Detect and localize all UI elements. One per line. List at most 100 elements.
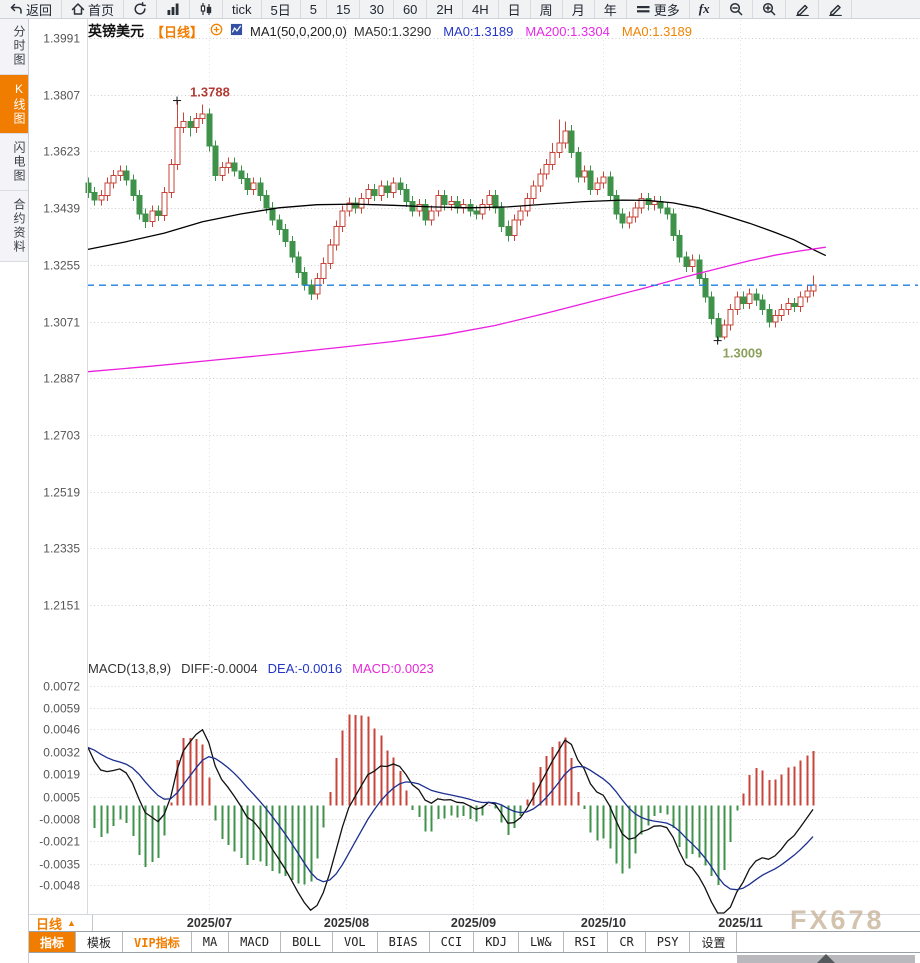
toolbar-button-interval-1mo[interactable]: 月 [563, 0, 595, 18]
toolbar-button-label: 15 [336, 1, 351, 17]
period-selector[interactable]: 日线 ▲ [29, 915, 93, 932]
tab-bias[interactable]: BIAS [377, 932, 430, 952]
candle-body [378, 185, 385, 196]
toolbar-button-chart-style-candles[interactable] [190, 0, 224, 18]
candle-body [123, 170, 130, 181]
main-y-tick: 1.3439 [43, 202, 80, 216]
zoom-out-icon [729, 2, 743, 16]
x-axis-label: 2025/08 [324, 916, 369, 930]
main-y-tick: 1.3623 [43, 145, 80, 159]
ma-values: MA50:1.3290 MA0:1.3189 MA200:1.3304 MA0:1.3… [354, 24, 692, 39]
toolbar-button-back[interactable]: 返回 [0, 0, 63, 18]
macd-diff-line [87, 728, 814, 914]
toolbar-button-fx-functions[interactable]: fx [690, 0, 720, 18]
candle-body [753, 293, 760, 301]
sidebar-item-kline-chart[interactable]: K线图 [0, 75, 28, 134]
toolbar-button-label: 5日 [270, 2, 291, 18]
toolbar-button-zoom-in[interactable] [753, 0, 786, 18]
ma-value: MA0:1.3189 [443, 23, 514, 39]
candle-body [384, 185, 391, 193]
indicator-tabbar: 指标 模板 VIP指标 MA MACD BOLL VOL BIAS CCI KDJ LW& RSI CR… [29, 931, 920, 953]
top-toolbar: 返回 首页 tick 5日 5 15 30 60 2H 4H 日 周 月 年 更多 fx [0, 0, 920, 19]
toolbar-button-zoom-out[interactable] [720, 0, 753, 18]
candle-body [632, 207, 639, 218]
tab-vol[interactable]: VOL [332, 932, 378, 952]
tab-indicator[interactable]: 指标 [29, 932, 77, 952]
tab-psy[interactable]: PSY [645, 932, 691, 952]
candle-body [575, 151, 582, 178]
tab-vip-indicator[interactable]: VIP指标 [123, 932, 192, 952]
tab-ma[interactable]: MA [191, 932, 230, 952]
candle-body [225, 162, 232, 169]
candle-body [568, 130, 575, 153]
add-circle-icon[interactable] [210, 23, 223, 39]
candle-body [422, 204, 429, 221]
candle-body [428, 210, 435, 221]
x-axis-label: 2025/09 [451, 916, 496, 930]
toolbar-button-interval-15m[interactable]: 15 [327, 0, 361, 18]
tab-boll[interactable]: BOLL [281, 932, 333, 952]
candle-body [390, 182, 397, 193]
macd-y-tick: 0.0072 [43, 680, 80, 694]
sidebar-item-contract-info[interactable]: 合约资料 [0, 191, 28, 262]
toolbar-button-refresh[interactable] [124, 0, 158, 18]
axis-separator [28, 914, 920, 915]
candle-body [238, 170, 245, 180]
toolbar-button-interval-1w[interactable]: 周 [531, 0, 563, 18]
sidebar-item-lightning-chart[interactable]: 闪电图 [0, 134, 28, 191]
toolbar-button-interval-1y[interactable]: 年 [595, 0, 627, 18]
tab-macd[interactable]: MACD [229, 932, 282, 952]
toolbar-button-interval-1d[interactable]: 日 [499, 0, 531, 18]
ma-value: MA50:1.3290 [353, 23, 432, 39]
sidebar-item-timeshare-chart[interactable]: 分时图 [0, 18, 28, 75]
candle-body [352, 202, 359, 209]
candle-body [505, 225, 512, 237]
toolbar-button-label: tick [232, 1, 252, 17]
tab-lwr[interactable]: LW& [518, 932, 564, 952]
candle-body [91, 191, 98, 201]
candle-body [117, 170, 124, 176]
candle-body [727, 308, 734, 326]
macd-y-tick: -0.0021 [39, 835, 80, 849]
candle-body [600, 176, 607, 184]
toolbar-button-interval-5d[interactable]: 5日 [262, 0, 301, 18]
tab-template[interactable]: 模板 [76, 932, 124, 952]
toolbar-button-more[interactable]: 更多 [627, 0, 690, 18]
tab-settings[interactable]: 设置 [690, 932, 738, 952]
candle-body [759, 299, 766, 310]
toolbar-button-interval-5m[interactable]: 5 [301, 0, 327, 18]
ma-line [87, 246, 826, 373]
candle-body [772, 315, 779, 323]
candle-body [486, 194, 493, 206]
candle-body [289, 241, 296, 258]
macd-hist-value: MACD:0.0023 [352, 661, 434, 676]
toolbar-button-interval-tick[interactable]: tick [223, 0, 262, 18]
chart-style-candles-icon [199, 2, 213, 16]
candle-body [657, 201, 664, 209]
candle-body [791, 302, 798, 307]
candle-body [448, 201, 455, 206]
tab-cci[interactable]: CCI [429, 932, 475, 952]
candle-body [441, 194, 448, 206]
toolbar-button-interval-4h[interactable]: 4H [463, 0, 499, 18]
toolbar-button-home[interactable]: 首页 [62, 0, 125, 18]
home-icon [71, 2, 85, 16]
tab-kdj[interactable]: KDJ [474, 932, 519, 952]
toolbar-button-interval-30m[interactable]: 30 [360, 0, 394, 18]
main-y-tick: 1.2887 [43, 372, 80, 386]
panel-collapse-handle[interactable] [737, 954, 915, 963]
candle-body [346, 202, 353, 212]
toolbar-button-draw[interactable] [786, 0, 819, 18]
candle-body [785, 302, 792, 310]
toolbar-button-interval-60m[interactable]: 60 [394, 0, 428, 18]
candle-body [766, 308, 773, 323]
ma-chart-icon[interactable] [230, 23, 243, 39]
toolbar-button-interval-2h[interactable]: 2H [427, 0, 464, 18]
toolbar-button-chart-style-bars[interactable] [157, 0, 191, 18]
candle-body [136, 194, 143, 215]
toolbar-button-draw-angle[interactable] [819, 0, 852, 18]
tab-rsi[interactable]: RSI [563, 932, 609, 952]
tab-cr[interactable]: CR [608, 932, 646, 952]
